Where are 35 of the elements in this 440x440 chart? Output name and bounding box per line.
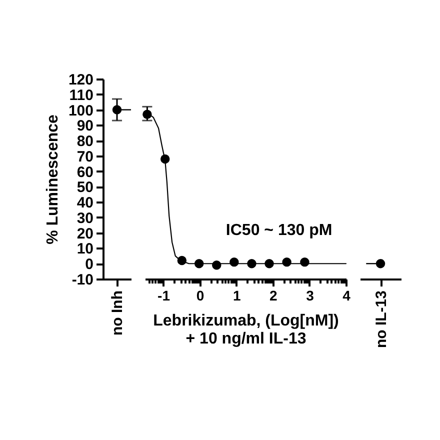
point [230,257,239,267]
point [247,259,256,268]
y-tick-label: 30 [76,210,94,227]
point [177,256,187,266]
x-tick-label: 4 [342,288,351,304]
x-tick-label: 2 [270,288,278,304]
y-tick-label: 70 [76,148,94,166]
point [212,260,222,270]
point [300,257,310,267]
point [282,257,292,267]
y-tick-label: 20 [76,225,94,242]
y-tick-label: 100 [68,102,94,120]
y-tick-label: 90 [76,118,94,135]
annotation: IC50 ~ 130 pM [226,222,332,239]
point [194,259,204,268]
y-tick-label: 60 [76,164,94,181]
y-tick-label: 0 [85,256,94,274]
y-tick-label: 120 [68,72,94,88]
y-tick-label: 80 [76,133,94,150]
x-tick-label: -1 [158,288,170,304]
y-tick-label: 110 [69,86,94,104]
y-tick-label: -10 [72,272,94,288]
x-tick-label: 3 [306,288,314,304]
x-tick-label: no IL-13 [373,290,390,348]
x-tick-label: 1 [232,288,241,304]
x-tick-label: no Inh [109,290,126,336]
x-tick-label: 0 [196,288,204,304]
point [160,154,170,164]
y-tick-label: 40 [76,194,94,212]
x-axis-title: Lebrikizumab, (Log[nM]) + 10 ng/ml IL-13 [153,312,339,348]
point [142,110,152,119]
point [264,259,274,268]
y-axis-title: % Luminescence [44,114,62,244]
y-tick-label: 10 [76,240,94,258]
y-tick-label: 50 [76,179,94,196]
